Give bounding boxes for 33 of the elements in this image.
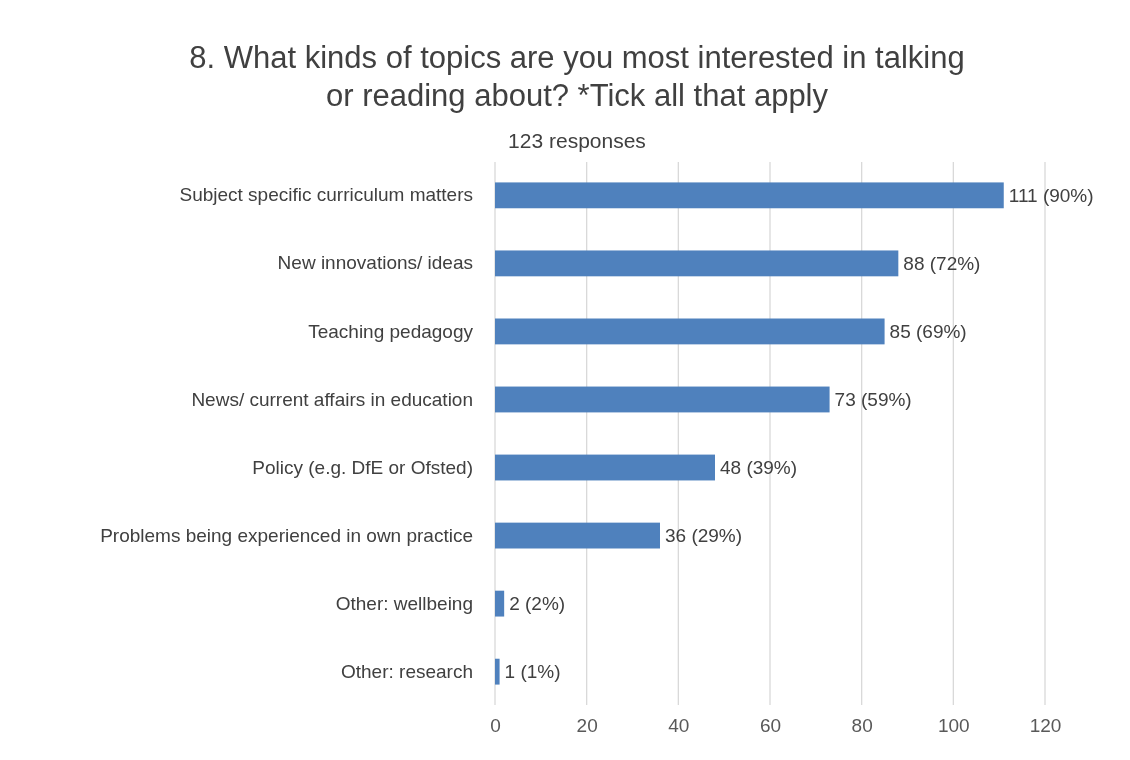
x-tick-label: 20: [576, 715, 598, 737]
y-tick-label: Policy (e.g. DfE or Ofsted): [252, 456, 473, 478]
data-label: 48 (39%): [720, 457, 798, 479]
bar: [495, 250, 899, 277]
x-tick-label: 80: [851, 715, 873, 737]
data-label: 73 (59%): [834, 389, 912, 411]
y-tick-label: Other: research: [341, 660, 473, 682]
data-label: 2 (2%): [509, 593, 566, 615]
bar: [495, 454, 715, 481]
bar: [495, 318, 885, 345]
x-tick-label: 0: [490, 715, 501, 737]
data-label: 85 (69%): [889, 321, 967, 343]
data-label: 1 (1%): [504, 661, 561, 683]
y-tick-label: Problems being experienced in own practice: [100, 524, 473, 546]
x-tick-label: 60: [759, 715, 782, 737]
y-tick-label: News/ current affairs in education: [191, 388, 473, 410]
y-tick-label: Subject specific curriculum matters: [179, 184, 473, 206]
data-label: 111 (90%): [1008, 184, 1094, 206]
bar: [495, 590, 505, 617]
y-tick-label: Other: wellbeing: [335, 592, 473, 614]
bar: [495, 658, 500, 685]
y-tick-label: New innovations/ ideas: [277, 252, 473, 274]
x-tick-label: 120: [1029, 715, 1062, 737]
chart-subtitle: 123 responses: [508, 129, 646, 152]
bar: [495, 522, 660, 549]
chart-title: 8. What kinds of topics are you most interested in talking or reading about? *Tick all that apply: [189, 40, 965, 113]
bar: [495, 182, 1004, 209]
x-tick-label: 100: [937, 715, 970, 737]
x-tick-label: 40: [668, 715, 690, 737]
y-tick-label: Teaching pedagogy: [308, 320, 474, 342]
bar: [495, 386, 830, 413]
data-label: 36 (29%): [665, 525, 743, 547]
data-label: 88 (72%): [903, 253, 981, 275]
